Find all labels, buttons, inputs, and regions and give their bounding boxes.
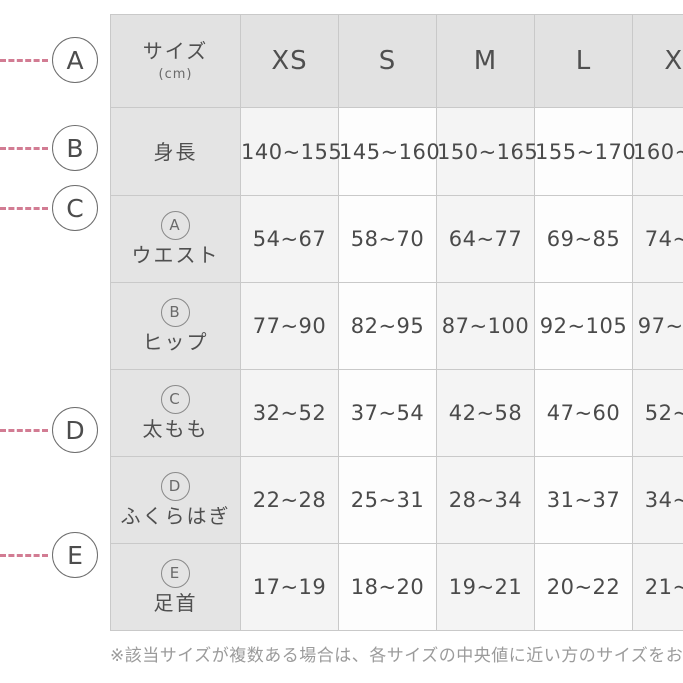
row-label-text: 身長 [153, 139, 198, 164]
header-cell-size-xs: XS [240, 14, 339, 108]
header-cell-size-s: S [338, 14, 437, 108]
row-label-cell: B ヒップ [110, 282, 241, 370]
value-cell: 19~21 [436, 543, 535, 631]
header-size-unit: (cm) [158, 66, 193, 82]
value-cell: 82~95 [338, 282, 437, 370]
header-size-title: サイズ [142, 38, 209, 63]
row-label-text: 足首 [153, 591, 198, 615]
row-label-text: ウエスト [131, 243, 220, 267]
callout-leader-line-e [0, 553, 48, 557]
row-badge-d: D [161, 472, 190, 501]
row-label-cell: A ウエスト [110, 195, 241, 283]
callout-leader-line-b [0, 146, 48, 150]
callout-leader-line-a [0, 58, 48, 62]
value-cell: 52~64 [632, 369, 683, 457]
value-cell: 17~19 [240, 543, 339, 631]
value-cell: 28~34 [436, 456, 535, 544]
row-badge-c: C [161, 385, 190, 414]
value-cell: 21~23 [632, 543, 683, 631]
value-cell: 22~28 [240, 456, 339, 544]
value-cell: 69~85 [534, 195, 633, 283]
header-cell-size-l: L [534, 14, 633, 108]
row-label-cell: D ふくらはぎ [110, 456, 241, 544]
header-cell-size-label: サイズ (cm) [110, 14, 241, 108]
footnote-text: ※該当サイズが複数ある場合は、各サイズの中央値に近い方のサイズをお選びください [110, 646, 683, 666]
value-cell: 77~90 [240, 282, 339, 370]
table-head: サイズ (cm) XSSMLXL [110, 14, 683, 108]
callout-leader-line-d [0, 428, 48, 432]
callout-marker-c: C [0, 184, 104, 232]
row-label-text: ヒップ [142, 330, 209, 354]
row-badge-b: B [161, 298, 190, 327]
value-cell: 32~52 [240, 369, 339, 457]
row-label-cell: C 太もも [110, 369, 241, 457]
value-cell: 37~54 [338, 369, 437, 457]
size-chart-table-container: サイズ (cm) XSSMLXL 身長 140~155145~160150~165… [110, 14, 683, 631]
callout-marker-a: A [0, 36, 104, 84]
value-cell: 145~160 [338, 107, 440, 196]
value-cell: 31~37 [534, 456, 633, 544]
value-cell: 97~110 [632, 282, 683, 370]
row-label-text: ふくらはぎ [120, 504, 231, 528]
value-cell: 18~20 [338, 543, 437, 631]
callout-marker-b: B [0, 124, 104, 172]
value-cell: 87~100 [436, 282, 535, 370]
row-label-cell: E 足首 [110, 543, 241, 631]
row-label-cell: 身長 [110, 107, 241, 196]
callout-badge-e: E [52, 532, 98, 578]
callout-marker-d: D [0, 406, 104, 454]
header-cell-size-m: M [436, 14, 535, 108]
row-badge-e: E [161, 559, 190, 588]
callout-leader-line-c [0, 206, 48, 210]
row-label-text: 太もも [142, 417, 209, 441]
value-cell: 160~175 [632, 107, 683, 196]
value-cell: 34~40 [632, 456, 683, 544]
value-cell: 150~165 [436, 107, 538, 196]
value-cell: 20~22 [534, 543, 633, 631]
value-cell: 54~67 [240, 195, 339, 283]
size-chart-table: サイズ (cm) XSSMLXL 身長 140~155145~160150~165… [110, 14, 683, 631]
value-cell: 64~77 [436, 195, 535, 283]
callout-badge-a: A [52, 37, 98, 83]
callout-marker-e: E [0, 531, 104, 579]
value-cell: 140~155 [240, 107, 342, 196]
value-cell: 92~105 [534, 282, 633, 370]
callout-badge-c: C [52, 185, 98, 231]
value-cell: 42~58 [436, 369, 535, 457]
header-cell-size-xl: XL [632, 14, 683, 108]
callout-badge-b: B [52, 125, 98, 171]
value-cell: 47~60 [534, 369, 633, 457]
table-header-row: サイズ (cm) XSSMLXL [110, 14, 683, 108]
value-cell: 155~170 [534, 107, 636, 196]
value-cell: 58~70 [338, 195, 437, 283]
value-cell: 74~90 [632, 195, 683, 283]
value-cell: 25~31 [338, 456, 437, 544]
row-badge-a: A [161, 211, 190, 240]
callout-badge-d: D [52, 407, 98, 453]
